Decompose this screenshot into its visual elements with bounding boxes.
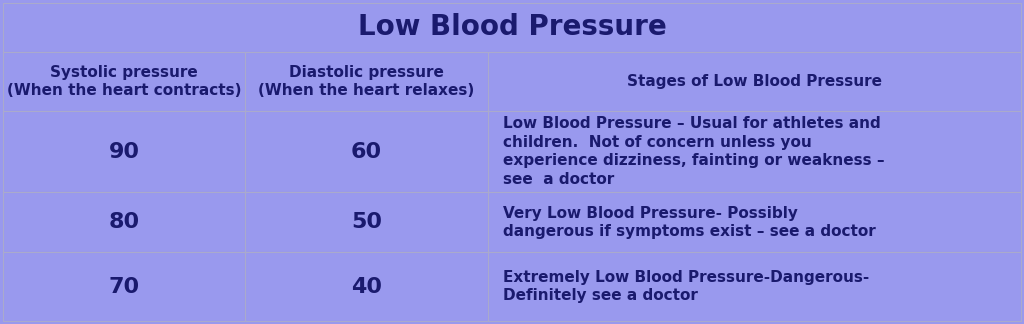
- Text: 70: 70: [109, 277, 139, 297]
- Text: 40: 40: [351, 277, 382, 297]
- Text: 60: 60: [351, 142, 382, 162]
- Text: Low Blood Pressure: Low Blood Pressure: [357, 13, 667, 41]
- Text: 90: 90: [109, 142, 139, 162]
- Bar: [246, 52, 487, 111]
- Text: Extremely Low Blood Pressure-Dangerous-
Definitely see a doctor: Extremely Low Blood Pressure-Dangerous- …: [503, 270, 869, 304]
- Bar: [3, 111, 246, 192]
- Bar: [246, 252, 487, 321]
- Bar: [3, 3, 1021, 52]
- Text: Low Blood Pressure – Usual for athletes and
children.  Not of concern unless you: Low Blood Pressure – Usual for athletes …: [503, 116, 885, 187]
- Bar: [487, 52, 1021, 111]
- Bar: [246, 111, 487, 192]
- Text: 80: 80: [109, 212, 139, 232]
- Text: Diastolic pressure
(When the heart relaxes): Diastolic pressure (When the heart relax…: [258, 64, 474, 98]
- Text: Stages of Low Blood Pressure: Stages of Low Blood Pressure: [627, 74, 882, 89]
- Bar: [3, 252, 246, 321]
- Bar: [3, 192, 246, 252]
- Text: Very Low Blood Pressure- Possibly
dangerous if symptoms exist – see a doctor: Very Low Blood Pressure- Possibly danger…: [503, 205, 876, 239]
- Bar: [487, 192, 1021, 252]
- Bar: [3, 52, 246, 111]
- Bar: [487, 252, 1021, 321]
- Text: 50: 50: [351, 212, 382, 232]
- Bar: [246, 192, 487, 252]
- Bar: [487, 111, 1021, 192]
- Text: Systolic pressure
(When the heart contracts): Systolic pressure (When the heart contra…: [7, 64, 242, 98]
